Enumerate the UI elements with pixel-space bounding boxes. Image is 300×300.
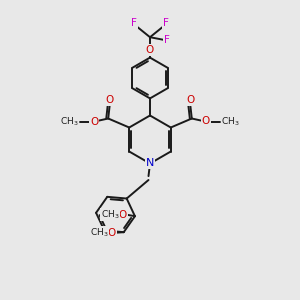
Text: CH$_3$: CH$_3$: [89, 226, 108, 239]
Text: CH$_3$: CH$_3$: [101, 208, 119, 220]
Text: N: N: [146, 158, 154, 169]
Text: O: O: [119, 210, 127, 220]
Text: CH$_3$: CH$_3$: [60, 115, 79, 128]
Text: O: O: [186, 95, 194, 105]
Text: O: O: [146, 45, 154, 55]
Text: F: F: [131, 18, 137, 28]
Text: O: O: [106, 95, 114, 105]
Text: O: O: [90, 116, 98, 127]
Text: F: F: [163, 18, 169, 28]
Text: O: O: [202, 116, 210, 127]
Text: F: F: [164, 35, 170, 45]
Text: O: O: [108, 228, 116, 238]
Text: CH$_3$: CH$_3$: [221, 115, 240, 128]
